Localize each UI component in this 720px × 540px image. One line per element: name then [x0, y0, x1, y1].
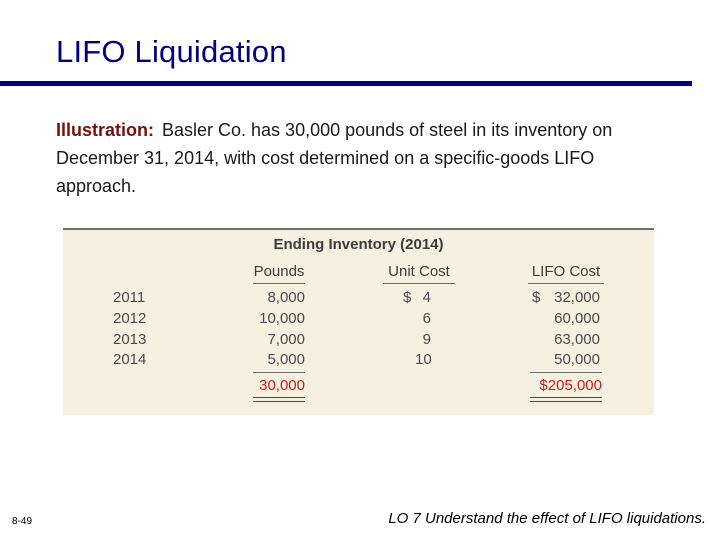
- row-pounds: 10,000: [259, 310, 305, 327]
- row-lifo-cost: 50,000: [554, 351, 600, 368]
- intro-paragraph: Illustration: Basler Co. has 30,000 pound…: [56, 116, 676, 200]
- row-pounds: 8,000: [267, 289, 305, 306]
- intro-text: Basler Co. has 30,000 pounds of steel in…: [56, 120, 613, 196]
- double-underline-pounds: [253, 397, 305, 402]
- intro-lead: Illustration:: [56, 120, 154, 140]
- row-year: 2011: [113, 289, 146, 306]
- row-unit-dollar: $: [403, 289, 412, 306]
- table-row: 2012 10,000 6 60,000: [63, 310, 654, 330]
- total-pounds: 30,000: [259, 377, 305, 394]
- total-rule-lifo: [530, 372, 602, 373]
- table-title: Ending Inventory (2014): [273, 236, 444, 253]
- row-unit-cost: 10: [415, 351, 432, 368]
- total-rule-pounds: [253, 372, 305, 373]
- row-year: 2013: [113, 331, 147, 348]
- header-lifo-cost: LIFO Cost: [528, 263, 604, 284]
- row-year: 2012: [113, 310, 147, 327]
- header-pounds: Pounds: [253, 263, 305, 284]
- row-lifo-cost: 63,000: [554, 331, 600, 348]
- row-pounds: 5,000: [267, 351, 305, 368]
- inventory-table: Ending Inventory (2014) Pounds Unit Cost…: [63, 228, 654, 415]
- page-number: 8-49: [12, 516, 33, 527]
- row-year: 2014: [113, 351, 147, 368]
- header-lifo-cost-label: LIFO Cost: [531, 263, 601, 280]
- table-row: 2013 7,000 9 63,000: [63, 331, 654, 351]
- learning-objective-footer: LO 7 Understand the effect of LIFO liqui…: [388, 510, 706, 527]
- double-underline-lifo: [530, 397, 602, 402]
- total-lifo-cost: $205,000: [539, 377, 602, 394]
- header-unit-cost: Unit Cost: [383, 263, 455, 284]
- table-top-rule: [63, 228, 654, 230]
- row-unit-cost: 4: [422, 289, 431, 306]
- header-pounds-label: Pounds: [253, 263, 305, 280]
- row-lifo-dollar: $: [532, 289, 541, 306]
- row-unit-cost: 9: [422, 331, 431, 348]
- row-lifo-cost: 60,000: [554, 310, 600, 327]
- row-pounds: 7,000: [267, 331, 305, 348]
- row-unit-cost: 6: [422, 310, 431, 327]
- slide-title: LIFO Liquidation: [56, 34, 287, 69]
- header-unit-cost-label: Unit Cost: [388, 263, 450, 280]
- table-row: 2011 8,000 $ 4 $ 32,000: [63, 289, 654, 309]
- row-lifo-cost: 32,000: [554, 289, 600, 306]
- table-row: 2014 5,000 10 50,000: [63, 351, 654, 371]
- title-rule: [0, 81, 692, 86]
